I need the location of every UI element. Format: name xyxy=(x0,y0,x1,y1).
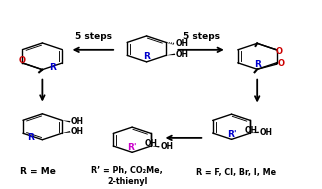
Text: OH: OH xyxy=(260,128,273,137)
Text: R: R xyxy=(254,60,260,69)
Text: OH: OH xyxy=(160,142,173,151)
Text: OH: OH xyxy=(71,127,84,136)
Text: OH: OH xyxy=(145,139,157,148)
Text: 5 steps: 5 steps xyxy=(75,32,112,41)
Text: O: O xyxy=(18,56,25,65)
Text: O: O xyxy=(276,47,283,56)
Text: OH: OH xyxy=(71,117,84,126)
Text: R': R' xyxy=(227,130,236,139)
Text: O: O xyxy=(278,59,285,68)
Text: R: R xyxy=(27,133,34,142)
Polygon shape xyxy=(251,132,259,133)
Text: R’ = Ph, CO₂Me,
2-thienyl: R’ = Ph, CO₂Me, 2-thienyl xyxy=(91,166,163,186)
Polygon shape xyxy=(62,131,71,133)
Text: R = F, Cl, Br, I, Me: R = F, Cl, Br, I, Me xyxy=(196,168,276,177)
Text: 5 steps: 5 steps xyxy=(183,32,220,41)
Text: OH: OH xyxy=(175,39,188,48)
Text: R: R xyxy=(143,52,150,61)
Polygon shape xyxy=(151,146,160,148)
Polygon shape xyxy=(166,53,175,55)
Polygon shape xyxy=(62,120,71,122)
Text: R': R' xyxy=(127,143,137,152)
Text: R = Me: R = Me xyxy=(20,167,55,176)
Text: OH: OH xyxy=(176,50,189,59)
Text: R: R xyxy=(50,63,56,72)
Text: OH: OH xyxy=(245,126,258,135)
